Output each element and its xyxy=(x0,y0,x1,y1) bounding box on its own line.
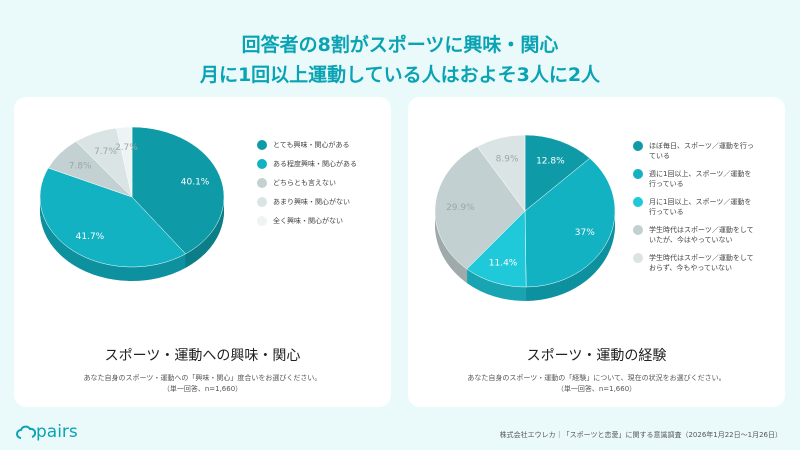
legend-item: とても興味・関心がある xyxy=(257,140,357,150)
cloud-icon xyxy=(16,425,36,439)
data-label: 40.1% xyxy=(181,178,210,188)
source-note: 株式会社エウレカ｜「スポーツと恋愛」に関する意識調査（2026年1月22日〜1月… xyxy=(499,431,782,439)
pie-chart-experience: 12.8% 37% 11.4% 29.9% 8.9% xyxy=(434,134,616,301)
page-title: 回答者の8割がスポーツに興味・関心 月に1回以上運動している人はおよそ3人に2人 xyxy=(199,34,601,86)
legend-label: 週に1回以上、スポーツ／運動を行っている xyxy=(649,170,752,188)
pie-slice xyxy=(116,126,133,198)
data-label: 12.8% xyxy=(536,157,565,167)
legend-item: 週に1回以上、スポーツ／運動を行っている xyxy=(633,169,758,189)
legend-item: ほぼ毎日、スポーツ／運動を行っている xyxy=(633,141,758,161)
pie-slice xyxy=(39,167,187,268)
legend-swatch xyxy=(257,216,267,226)
legend-label: 全く興味・関心がない xyxy=(273,217,343,225)
legend-swatch xyxy=(257,159,267,169)
legend-label: とても興味・関心がある xyxy=(273,141,350,149)
legend: とても興味・関心がある ある程度興味・関心がある どちらとも言えないあまり興味・関心… xyxy=(257,140,357,235)
legend-item: あまり興味・関心がない xyxy=(257,197,357,207)
chart-card-interest: 40.1% 41.7% 7.8% 7.7% 2.7% とても興味・関心がある ある程度興味… xyxy=(14,97,391,407)
legend-item: 全く興味・関心がない xyxy=(257,216,357,226)
pie-slice xyxy=(524,157,616,288)
data-label: 29.9% xyxy=(446,203,475,213)
legend-label: ある程度興味・関心がある xyxy=(273,160,357,168)
data-label: 11.4% xyxy=(489,258,518,268)
legend-swatch xyxy=(633,141,643,151)
legend-item: 学生時代はスポーツ／運動をしておらず、今もやっていない xyxy=(633,253,758,273)
chart-question: あなた自身のスポーツ・運動の「経験」について、現在の状況をお選びください。 （単一… xyxy=(467,374,726,393)
legend-item: 月に1回以上、スポーツ／運動を行っている xyxy=(633,197,758,217)
pie-slice xyxy=(476,134,526,212)
data-label: 37% xyxy=(575,228,595,238)
data-label: 7.7% xyxy=(94,147,117,157)
pie-slice xyxy=(524,134,591,212)
legend-swatch xyxy=(633,169,643,179)
legend-label: 学生時代はスポーツ／運動をしていたが、今はやっていない xyxy=(649,226,754,244)
legend-label: あまり興味・関心がない xyxy=(273,198,350,206)
chart-title: スポーツ・運動への興味・関心 xyxy=(104,348,301,364)
legend-swatch xyxy=(257,140,267,150)
legend-swatch xyxy=(633,253,643,263)
data-label: 7.8% xyxy=(69,162,92,172)
data-label: 8.9% xyxy=(496,154,519,164)
chart-card-experience: 12.8% 37% 11.4% 29.9% 8.9% ほぼ毎日、スポーツ／運動を行ってい… xyxy=(408,97,785,407)
legend-label: 学生時代はスポーツ／運動をしておらず、今もやっていない xyxy=(649,254,754,272)
pie-chart-interest: 40.1% 41.7% 7.8%7.7%2.7% xyxy=(39,126,225,281)
pie-slice xyxy=(466,210,527,288)
legend-label: ほぼ毎日、スポーツ／運動を行っている xyxy=(649,142,754,160)
legend-item: ある程度興味・関心がある xyxy=(257,159,357,169)
legend-swatch xyxy=(257,178,267,188)
pie-slice xyxy=(131,126,225,255)
chart-title: スポーツ・運動の経験 xyxy=(526,348,667,364)
legend-label: どちらとも言えない xyxy=(273,179,336,187)
legend-swatch xyxy=(633,197,643,207)
legend-swatch xyxy=(633,225,643,235)
data-label: 41.7% xyxy=(76,232,105,242)
data-label: 2.7% xyxy=(115,143,138,153)
legend: ほぼ毎日、スポーツ／運動を行っている 週に1回以上、スポーツ／運動を行っている 月に… xyxy=(633,141,758,281)
pie-slice xyxy=(434,146,526,270)
legend-item: 学生時代はスポーツ／運動をしていたが、今はやっていない xyxy=(633,225,758,245)
pairs-logo: pairs xyxy=(16,422,78,442)
chart-question: あなた自身のスポーツ・運動への「興味・関心」度合いをお選びください。 （単一回答、… xyxy=(83,374,322,393)
legend-item: どちらとも言えない xyxy=(257,178,357,188)
legend-swatch xyxy=(257,197,267,207)
legend-label: 月に1回以上、スポーツ／運動を行っている xyxy=(649,198,752,216)
